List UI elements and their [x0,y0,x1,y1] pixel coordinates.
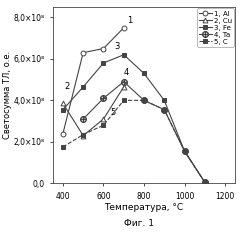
3, Fe [203,181,206,184]
Line: 2, Cu: 2, Cu [60,84,126,138]
4, Ta [183,150,186,153]
Legend: 1, Al, 2, Cu, 3, Fe, 4, Ta, 5, C: 1, Al, 2, Cu, 3, Fe, 4, Ta, 5, C [197,8,234,47]
4, Ta [203,181,206,184]
5, C [183,150,186,153]
2, Cu [82,134,85,137]
Text: 3: 3 [115,42,120,51]
Text: 5: 5 [111,108,116,117]
Line: 4, Ta: 4, Ta [80,78,208,185]
1, Al [61,132,64,135]
4, Ta [122,80,125,83]
4, Ta [163,108,166,111]
3, Fe [143,72,145,75]
2, Cu [102,118,105,120]
3, Fe [163,99,166,102]
Text: Фиг. 1: Фиг. 1 [124,219,154,228]
4, Ta [82,118,85,120]
4, Ta [143,99,145,102]
3, Fe [61,108,64,111]
Line: 5, C: 5, C [60,98,207,185]
1, Al [122,26,125,29]
Text: 2: 2 [65,82,70,91]
4, Ta [102,97,105,100]
Line: 1, Al: 1, Al [60,25,126,136]
5, C [143,99,145,102]
1, Al [102,47,105,50]
3, Fe [102,62,105,64]
2, Cu [61,102,64,105]
5, C [61,146,64,149]
1, Al [82,51,85,54]
5, C [82,133,85,136]
Text: 4: 4 [124,68,129,77]
3, Fe [82,86,85,88]
3, Fe [122,53,125,56]
2, Cu [122,86,125,88]
Line: 3, Fe: 3, Fe [60,52,207,185]
Text: 1: 1 [127,16,132,25]
5, C [163,108,166,111]
X-axis label: Температура, °C: Температура, °C [104,204,184,212]
Y-axis label: Светосумма ТЛ, о.е.: Светосумма ТЛ, о.е. [3,51,12,139]
3, Fe [183,150,186,153]
5, C [203,181,206,184]
5, C [122,99,125,102]
5, C [102,124,105,127]
